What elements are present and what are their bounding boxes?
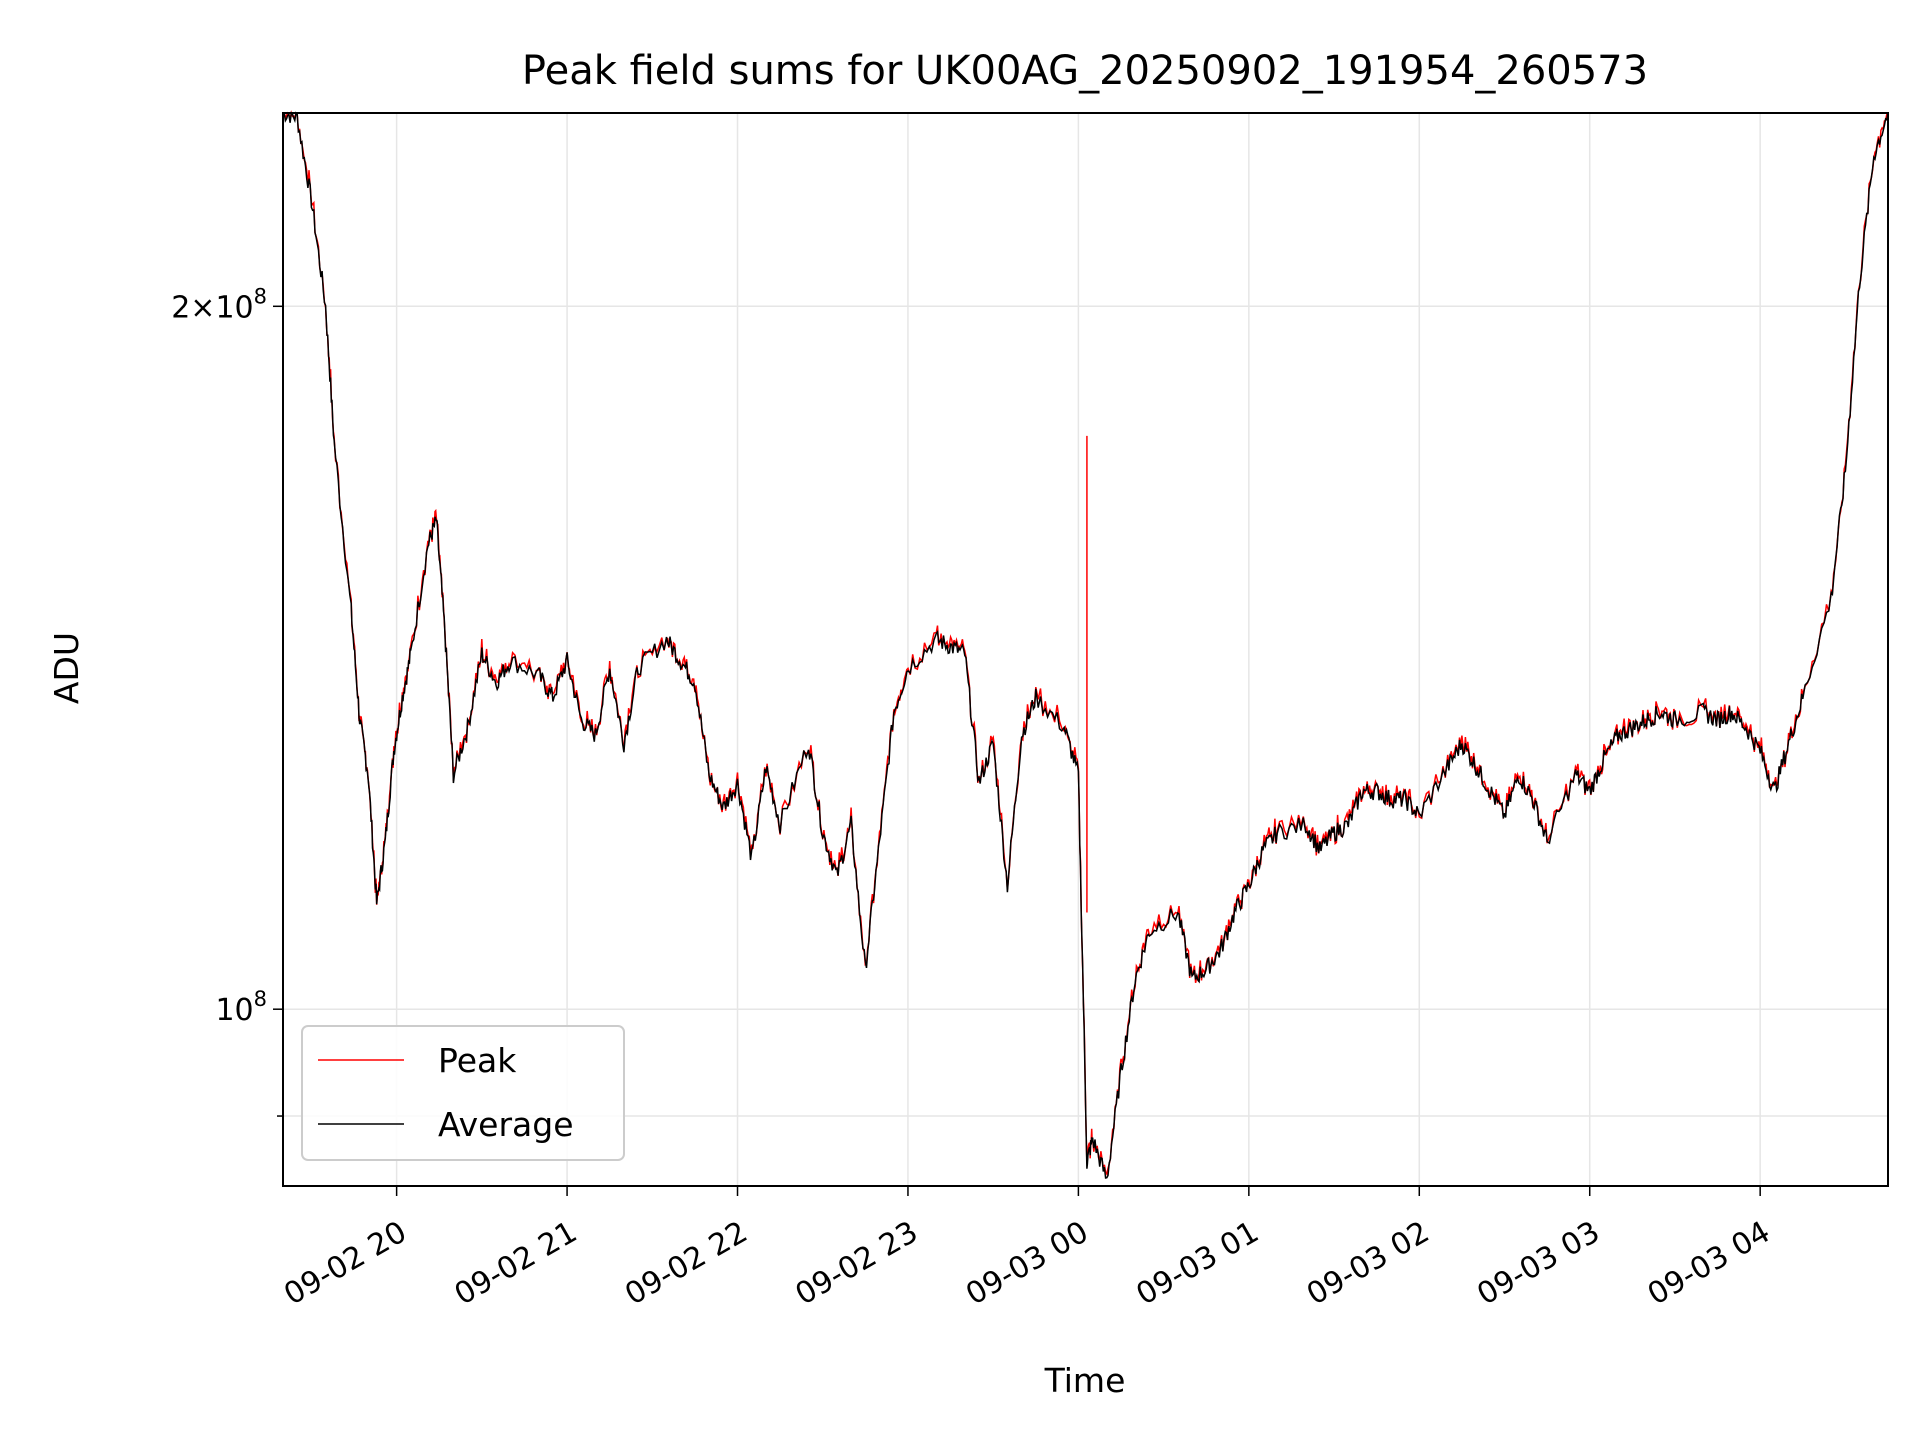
legend: Peak Average <box>301 1025 625 1161</box>
x-axis-label: Time <box>1044 1361 1126 1400</box>
plot-frame <box>282 112 1889 1187</box>
chart-title: Peak field sums for UK00AG_20250902_1919… <box>522 48 1648 94</box>
series-average-line <box>282 111 1889 1179</box>
series-peak-line <box>283 110 1889 1177</box>
legend-label-peak: Peak <box>438 1041 517 1080</box>
y-tick-label: 108 <box>215 987 267 1028</box>
y-axis-label: ADU <box>47 632 86 704</box>
series-layer <box>282 110 1889 1179</box>
legend-label-average: Average <box>438 1105 574 1144</box>
y-axis-ticks: 2×108 108 <box>171 284 283 1117</box>
y-tick-label: 2×108 <box>171 284 267 325</box>
